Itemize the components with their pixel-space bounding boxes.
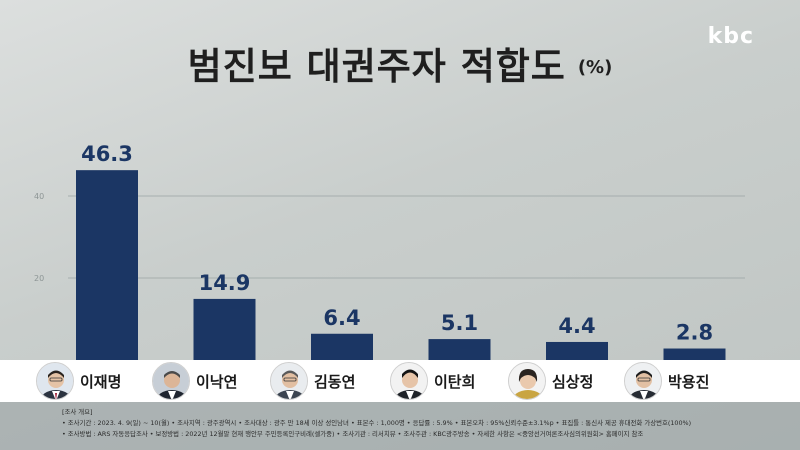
chart-title: 범진보 대권주자 적합도 (%) bbox=[0, 36, 800, 90]
portrait-icon bbox=[508, 362, 546, 400]
candidate-6: 박용진 bbox=[624, 360, 709, 402]
candidate-name: 김동연 bbox=[314, 372, 356, 391]
bar bbox=[546, 341, 608, 360]
portrait-icon bbox=[390, 362, 428, 400]
candidate-3: 김동연 bbox=[270, 360, 355, 402]
kbc-logo: kbc bbox=[707, 24, 754, 49]
candidate-name: 이낙연 bbox=[196, 372, 238, 391]
bar bbox=[76, 170, 138, 360]
bar bbox=[311, 333, 373, 360]
candidate-4: 이탄희 bbox=[390, 360, 475, 402]
candidate-name: 이재명 bbox=[80, 372, 122, 391]
bar bbox=[193, 298, 256, 360]
y-tick-label: 40 bbox=[34, 192, 44, 201]
candidate-2: 이낙연 bbox=[152, 360, 237, 402]
portrait-icon bbox=[36, 362, 74, 400]
y-tick-label: 20 bbox=[34, 274, 44, 283]
survey-notes-line: • 조사기간 : 2023. 4. 9(일) ~ 10(월) • 조사지역 : … bbox=[62, 419, 692, 427]
candidate-1: 이재명 bbox=[36, 360, 121, 402]
portrait-icon bbox=[624, 362, 662, 400]
candidate-5: 심상정 bbox=[508, 360, 593, 402]
bar-value-label: 5.1 bbox=[441, 311, 478, 335]
bar-chart: 20 40 46.3 14.9 6.4 5.1 4.4 2.8 bbox=[34, 142, 745, 360]
survey-notes-line: • 조사방법 : ARS 자동응답조사 • 보정방법 : 2022년 12월말 … bbox=[62, 430, 644, 438]
bar-value-label: 2.8 bbox=[676, 321, 713, 345]
candidate-name: 심상정 bbox=[552, 372, 594, 391]
portrait-icon bbox=[152, 362, 190, 400]
chart-title-text: 범진보 대권주자 적합도 bbox=[187, 45, 566, 88]
survey-notes: [조사 개요] • 조사기간 : 2023. 4. 9(일) ~ 10(월) •… bbox=[0, 402, 800, 450]
bar-value-label: 46.3 bbox=[81, 142, 133, 166]
survey-notes-heading: [조사 개요] bbox=[62, 408, 93, 416]
bar-value-label: 14.9 bbox=[199, 271, 251, 295]
bar-value-label: 6.4 bbox=[323, 306, 360, 330]
candidate-legend: 이재명 이낙연 김동연 이탄희 심상정 박용진 bbox=[0, 360, 800, 402]
candidate-name: 박용진 bbox=[668, 372, 710, 391]
bar bbox=[663, 348, 726, 360]
bar-value-label: 4.4 bbox=[558, 314, 595, 338]
candidate-name: 이탄희 bbox=[434, 372, 476, 391]
bar bbox=[428, 339, 491, 360]
portrait-icon bbox=[270, 362, 308, 400]
unit-label: (%) bbox=[577, 57, 613, 78]
